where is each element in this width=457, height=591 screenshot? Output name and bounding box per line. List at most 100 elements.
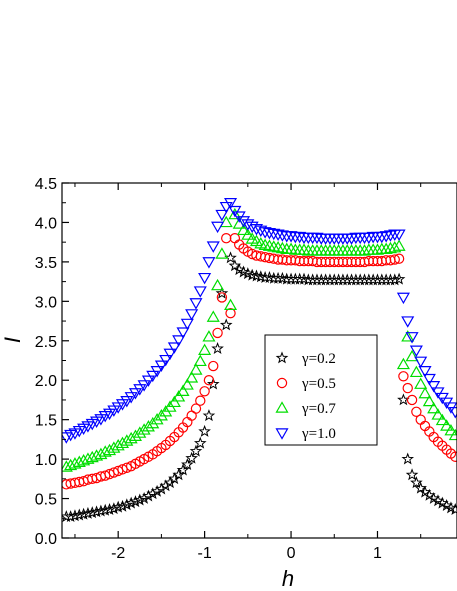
- data-point: [398, 371, 409, 382]
- data-point: [133, 426, 147, 438]
- data-point: [219, 201, 233, 214]
- data-point: [137, 423, 151, 435]
- data-point: [137, 491, 151, 504]
- data-point: [198, 343, 212, 355]
- data-point: [176, 463, 190, 476]
- data-point: [431, 387, 445, 399]
- y-axis-title: I: [0, 337, 25, 343]
- data-point: [193, 354, 207, 367]
- x-tick-label: 0: [287, 545, 296, 562]
- data-point: [414, 377, 428, 389]
- data-point: [195, 395, 206, 406]
- data-point: [258, 271, 272, 284]
- data-point: [215, 209, 229, 222]
- data-point: [206, 241, 220, 253]
- data-point: [181, 458, 194, 470]
- data-point: [402, 382, 413, 394]
- data-point: [415, 414, 426, 425]
- data-point: [284, 231, 298, 243]
- data-point: [198, 272, 212, 285]
- data-point: [236, 223, 251, 236]
- data-point: [241, 228, 255, 240]
- data-point: [401, 330, 415, 342]
- data-point: [418, 386, 432, 399]
- data-point: [155, 482, 168, 495]
- data-point: [383, 230, 397, 242]
- data-point: [124, 392, 138, 404]
- data-point: [216, 292, 228, 303]
- legend-label: γ=0.5: [301, 376, 336, 392]
- x-tick-label: -2: [111, 545, 125, 562]
- data-point: [189, 298, 203, 310]
- data-point: [98, 503, 112, 516]
- data-point: [64, 510, 77, 523]
- data-point: [77, 453, 91, 466]
- data-point: [167, 395, 181, 408]
- data-point: [345, 233, 359, 245]
- data-point: [190, 403, 202, 414]
- data-point: [64, 458, 78, 471]
- data-point: [141, 420, 155, 432]
- data-point: [167, 342, 181, 354]
- data-point: [206, 377, 220, 390]
- data-point: [275, 230, 289, 242]
- data-point: [388, 273, 402, 286]
- data-point: [146, 370, 160, 383]
- data-point: [310, 232, 324, 245]
- data-point: [146, 416, 160, 429]
- data-point: [397, 393, 410, 406]
- data-point: [228, 207, 242, 220]
- data-point: [221, 233, 232, 244]
- x-axis-title: h: [282, 566, 294, 591]
- series-2: [62, 233, 457, 490]
- data-point: [120, 498, 134, 511]
- y-tick-label: 1.5: [35, 413, 57, 430]
- data-point: [293, 231, 307, 244]
- data-point: [163, 348, 177, 361]
- data-point: [357, 244, 372, 256]
- data-point: [129, 495, 142, 508]
- data-point: [431, 408, 445, 420]
- data-point: [146, 487, 160, 500]
- series-4: [62, 197, 457, 444]
- data-point: [254, 225, 268, 238]
- data-point: [189, 363, 203, 375]
- data-point: [159, 479, 173, 492]
- data-point: [401, 316, 415, 328]
- data-point: [405, 349, 419, 362]
- data-point: [124, 431, 138, 444]
- legend-marker: [276, 377, 288, 389]
- data-point: [150, 366, 164, 378]
- data-point: [107, 502, 121, 515]
- data-point: [208, 360, 219, 372]
- data-point: [72, 508, 86, 521]
- data-point: [245, 221, 259, 234]
- data-point: [392, 239, 406, 251]
- data-point: [172, 335, 186, 347]
- data-point: [275, 241, 289, 254]
- data-point: [389, 254, 400, 265]
- data-point: [85, 506, 99, 519]
- data-point: [435, 413, 449, 426]
- legend: γ=0.2 γ=0.5 γ=0.7 γ=1.0: [264, 334, 378, 446]
- data-point: [293, 272, 306, 285]
- data-point: [418, 366, 432, 378]
- y-tick-label: 4.5: [35, 176, 57, 193]
- data-point: [128, 388, 143, 400]
- data-point: [172, 390, 186, 402]
- data-point: [271, 229, 285, 241]
- data-point: [185, 451, 198, 464]
- data-point: [375, 231, 389, 244]
- data-point: [249, 224, 264, 236]
- data-point: [133, 493, 147, 506]
- data-point: [159, 354, 173, 367]
- data-point: [193, 286, 207, 298]
- data-point: [267, 228, 281, 241]
- y-tick-label: 3.5: [35, 255, 57, 272]
- data-point: [206, 310, 220, 322]
- series-3: [62, 207, 457, 472]
- data-point: [405, 468, 419, 481]
- data-point: [154, 409, 168, 421]
- data-point: [448, 428, 457, 441]
